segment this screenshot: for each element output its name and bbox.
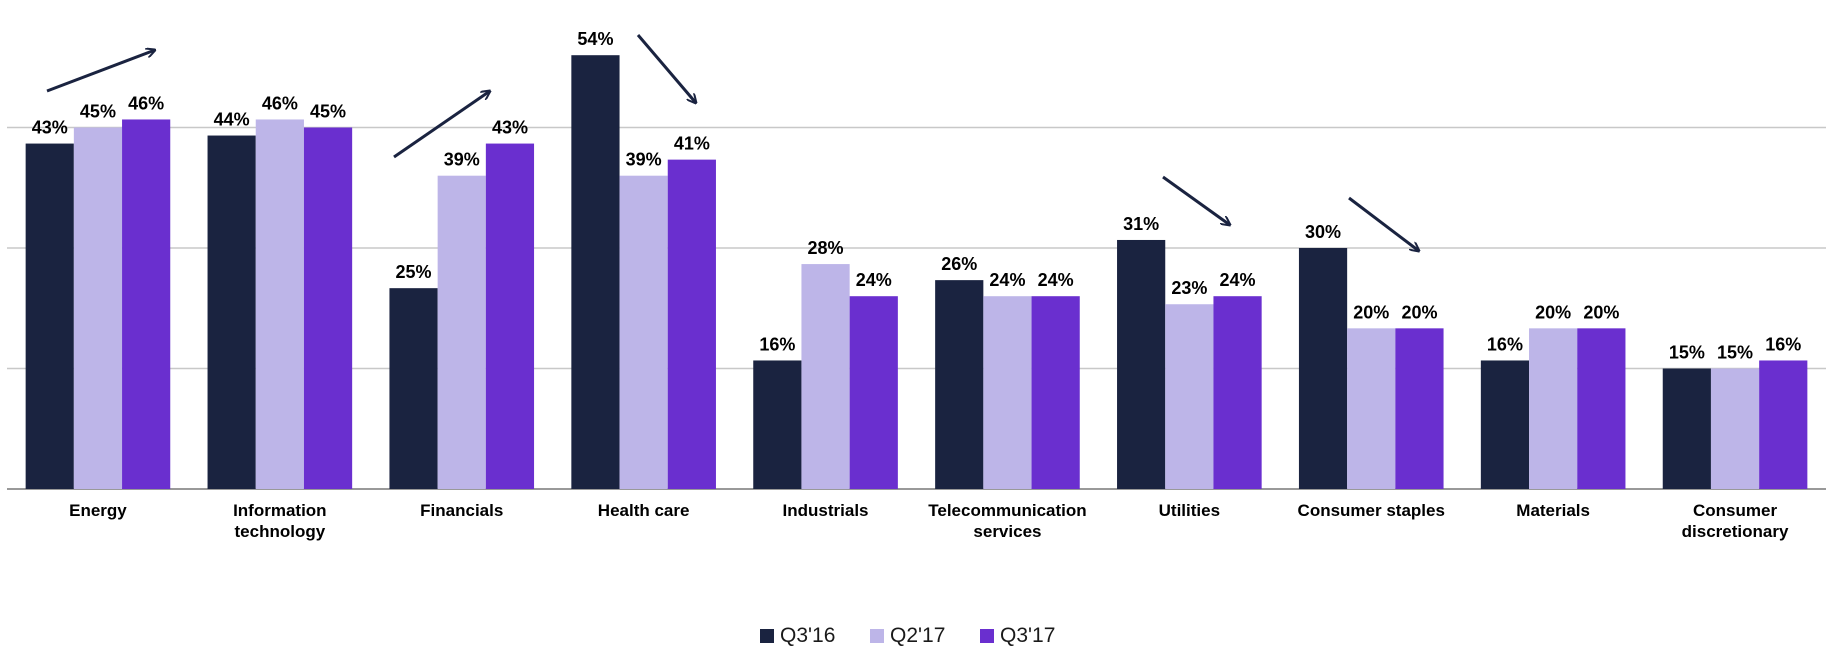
data-label: 23%	[1171, 278, 1207, 298]
x-tick-label: Consumer staples	[1297, 501, 1445, 520]
data-label: 46%	[128, 93, 164, 113]
data-label: 20%	[1401, 302, 1437, 322]
bar	[983, 296, 1032, 489]
trend-arrow	[46, 50, 155, 93]
bar	[73, 127, 123, 489]
bar	[1759, 360, 1808, 489]
data-label: 54%	[577, 29, 613, 49]
data-label: 44%	[214, 110, 250, 130]
bar	[753, 360, 802, 489]
data-label: 45%	[310, 102, 346, 122]
bar	[1710, 368, 1760, 489]
x-tick-label: Information technology	[233, 501, 327, 541]
bar	[122, 119, 171, 489]
data-label: 15%	[1717, 343, 1753, 363]
data-label: 39%	[444, 150, 480, 170]
bar	[1298, 248, 1348, 489]
data-label: 41%	[674, 134, 710, 154]
bar	[303, 127, 353, 489]
data-label: 26%	[941, 254, 977, 274]
data-label: 24%	[856, 270, 892, 290]
bar	[571, 55, 620, 489]
data-label: 15%	[1669, 343, 1705, 363]
bar	[485, 143, 535, 490]
bar	[437, 175, 486, 489]
data-label: 16%	[1765, 334, 1801, 354]
data-label: 30%	[1305, 222, 1341, 242]
bar	[935, 280, 984, 489]
bar	[849, 296, 898, 489]
data-label: 20%	[1353, 302, 1389, 322]
data-label: 43%	[492, 118, 528, 138]
legend-label: Q3'16	[780, 624, 836, 647]
data-label: 28%	[808, 238, 844, 258]
legend-label: Q2'17	[890, 624, 946, 647]
data-label: 46%	[262, 93, 298, 113]
bar	[1117, 239, 1166, 489]
bar	[1529, 328, 1578, 489]
data-label: 24%	[1038, 270, 1074, 290]
bar	[1395, 328, 1444, 489]
data-label: 20%	[1535, 302, 1571, 322]
bar	[667, 159, 716, 489]
bar	[1165, 304, 1214, 489]
data-label: 24%	[1220, 270, 1256, 290]
bar	[1031, 296, 1080, 489]
legend-item: Q3'16	[760, 624, 835, 648]
data-label: 16%	[1487, 334, 1523, 354]
bar	[1480, 360, 1530, 489]
bar	[1662, 368, 1711, 489]
x-tick-label: Health care	[597, 501, 690, 520]
bar	[619, 175, 668, 489]
x-tick-label: Telecommunication services	[928, 501, 1087, 541]
x-tick-label: Materials	[1516, 501, 1590, 520]
x-tick-label: Industrials	[782, 501, 869, 520]
legend-swatch	[760, 629, 774, 643]
legend-label: Q3'17	[1000, 624, 1056, 647]
data-label: 20%	[1583, 302, 1619, 322]
bar	[389, 288, 438, 489]
legend-item: Q2'17	[870, 624, 945, 648]
x-tick-label: Utilities	[1158, 501, 1221, 520]
legend-item: Q3'17	[980, 624, 1055, 648]
bar	[801, 264, 850, 489]
bar	[1213, 296, 1262, 489]
data-label: 31%	[1123, 214, 1159, 234]
bar	[255, 119, 304, 489]
x-tick-label: Consumer discretionary	[1681, 501, 1789, 541]
trend-arrow	[636, 34, 696, 103]
x-tick-label: Financials	[420, 501, 504, 520]
bar	[1577, 328, 1626, 489]
data-label: 43%	[32, 118, 68, 138]
data-label: 39%	[626, 150, 662, 170]
bar	[1347, 328, 1396, 489]
trend-arrow	[1162, 175, 1230, 225]
bar	[25, 143, 74, 490]
x-tick-label: Energy	[69, 501, 127, 520]
bar	[207, 135, 256, 490]
trend-arrow	[1348, 196, 1419, 251]
data-label: 24%	[989, 270, 1025, 290]
legend-swatch	[870, 629, 884, 643]
trend-arrows	[46, 34, 1419, 251]
data-label: 45%	[80, 102, 116, 122]
data-label: 16%	[759, 334, 795, 354]
legend-swatch	[980, 629, 994, 643]
data-label: 25%	[396, 262, 432, 282]
trend-arrow	[393, 91, 490, 159]
